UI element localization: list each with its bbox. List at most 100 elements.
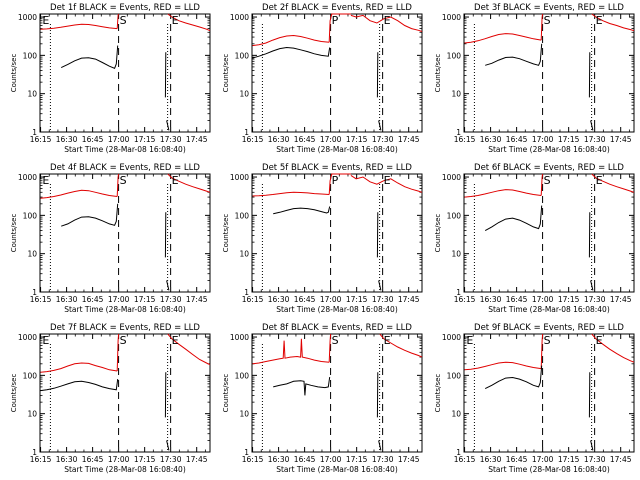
y-tick-label: 1000 bbox=[442, 333, 461, 342]
panel-det-7: Det 7f BLACK = Events, RED = LLD 1 10 100 10… bbox=[10, 323, 211, 474]
plot-frame bbox=[39, 333, 211, 453]
series-lld-line bbox=[116, 173, 120, 197]
panel-det-1: Det 1f BLACK = Events, RED = LLD 1 10 100 10… bbox=[10, 3, 211, 154]
x-tick-label: 16:15 bbox=[454, 295, 476, 304]
series-events-line bbox=[378, 120, 382, 131]
x-tick-label: 17:15 bbox=[346, 135, 368, 144]
x-tick-label: 17:30 bbox=[372, 295, 394, 304]
series-lld-line bbox=[328, 173, 351, 195]
series-events-line bbox=[590, 120, 594, 131]
y-tick-label: 1 bbox=[456, 448, 461, 457]
series-lld-line bbox=[167, 173, 211, 193]
y-tick-label: 1 bbox=[32, 128, 37, 137]
segment-marker-e: E bbox=[172, 14, 179, 27]
y-tick-label: 100 bbox=[23, 211, 38, 220]
y-tick-label: 100 bbox=[235, 211, 250, 220]
segment-marker-e: E bbox=[384, 14, 391, 27]
panel-title: Det 9f BLACK = Events, RED = LLD bbox=[474, 323, 624, 333]
x-tick-label: 16:15 bbox=[30, 135, 52, 144]
x-tick-label: 16:45 bbox=[506, 135, 528, 144]
x-tick-label: 17:00 bbox=[320, 455, 342, 464]
series-lld-line bbox=[167, 333, 211, 366]
x-tick-label: 16:15 bbox=[30, 455, 52, 464]
segment-marker-e: E bbox=[42, 334, 49, 347]
x-tick-label: 17:15 bbox=[558, 295, 580, 304]
x-tick-label: 16:30 bbox=[480, 135, 502, 144]
y-tick-label: 10 bbox=[27, 410, 37, 419]
series-lld-line bbox=[252, 34, 330, 47]
y-axis-label: Counts/sec bbox=[10, 54, 18, 93]
y-tick-label: 100 bbox=[235, 371, 250, 380]
x-tick-label: 17:30 bbox=[584, 455, 606, 464]
x-tick-label: 17:15 bbox=[558, 135, 580, 144]
series-events-line bbox=[378, 280, 382, 291]
series-lld-line bbox=[591, 333, 635, 363]
x-tick-label: 16:15 bbox=[242, 455, 264, 464]
x-tick-label: 16:30 bbox=[268, 455, 290, 464]
y-tick-label: 1 bbox=[32, 288, 37, 297]
x-tick-label: 16:15 bbox=[454, 455, 476, 464]
x-axis-label: Start Time (28-Mar-08 16:08:40) bbox=[488, 465, 610, 474]
x-tick-label: 16:45 bbox=[506, 295, 528, 304]
segment-marker-s: S bbox=[120, 334, 127, 347]
series-events-line bbox=[378, 440, 382, 451]
y-tick-label: 10 bbox=[451, 410, 461, 419]
x-axis-label: Start Time (28-Mar-08 16:08:40) bbox=[488, 145, 610, 154]
segment-marker-e: E bbox=[384, 174, 391, 187]
x-tick-label: 17:00 bbox=[532, 295, 554, 304]
x-axis-label: Start Time (28-Mar-08 16:08:40) bbox=[488, 305, 610, 314]
x-tick-label: 17:15 bbox=[134, 455, 156, 464]
x-tick-label: 16:15 bbox=[454, 135, 476, 144]
panel-det-2: Det 2f BLACK = Events, RED = LLD 1 10 100 10… bbox=[222, 3, 423, 154]
segment-marker-s: S bbox=[120, 174, 127, 187]
series-lld-line bbox=[252, 338, 330, 365]
plot-frame bbox=[39, 13, 211, 133]
x-tick-label: 16:30 bbox=[56, 135, 78, 144]
x-tick-label: 16:45 bbox=[294, 135, 316, 144]
series-events-line bbox=[60, 45, 119, 69]
plot-frame bbox=[251, 13, 423, 133]
y-tick-label: 1 bbox=[244, 288, 249, 297]
series-lld-line bbox=[591, 13, 635, 32]
y-axis-label: Counts/sec bbox=[222, 54, 230, 93]
series-lld-line bbox=[40, 362, 118, 373]
x-tick-label: 17:45 bbox=[610, 455, 632, 464]
y-axis-label: Counts/sec bbox=[434, 214, 442, 253]
panel-det-4: Det 4f BLACK = Events, RED = LLD 1 10 100 10… bbox=[10, 163, 211, 314]
x-tick-label: 16:45 bbox=[82, 455, 104, 464]
y-axis-label: Counts/sec bbox=[10, 214, 18, 253]
series-lld-line bbox=[464, 33, 542, 44]
x-tick-label: 17:30 bbox=[160, 135, 182, 144]
x-tick-label: 16:30 bbox=[56, 455, 78, 464]
y-tick-label: 100 bbox=[235, 51, 250, 60]
plot-frame bbox=[463, 13, 635, 133]
y-axis-label: Counts/sec bbox=[222, 214, 230, 253]
x-axis-label: Start Time (28-Mar-08 16:08:40) bbox=[276, 465, 398, 474]
panel-det-5: Det 5f BLACK = Events, RED = LLD 1 10 100 10… bbox=[222, 163, 423, 314]
series-lld-line bbox=[116, 333, 120, 372]
panel-title: Det 8f BLACK = Events, RED = LLD bbox=[262, 323, 412, 333]
panel-title: Det 6f BLACK = Events, RED = LLD bbox=[474, 163, 624, 173]
y-tick-label: 10 bbox=[451, 90, 461, 99]
segment-marker-e: E bbox=[384, 334, 391, 347]
segment-marker-s: S bbox=[332, 334, 339, 347]
y-tick-label: 1 bbox=[244, 128, 249, 137]
x-tick-label: 16:45 bbox=[82, 295, 104, 304]
panel-title: Det 5f BLACK = Events, RED = LLD bbox=[262, 163, 412, 173]
x-tick-label: 17:30 bbox=[372, 455, 394, 464]
y-tick-label: 1000 bbox=[442, 13, 461, 22]
y-tick-label: 1000 bbox=[18, 173, 37, 182]
x-tick-label: 16:30 bbox=[268, 135, 290, 144]
y-tick-label: 1 bbox=[32, 448, 37, 457]
plot-frame bbox=[251, 333, 423, 453]
plot-frame bbox=[251, 173, 423, 293]
y-tick-label: 100 bbox=[23, 51, 38, 60]
series-events-line bbox=[590, 280, 594, 291]
y-tick-label: 1000 bbox=[18, 333, 37, 342]
x-tick-label: 17:00 bbox=[108, 295, 130, 304]
x-tick-label: 17:30 bbox=[584, 135, 606, 144]
x-tick-label: 17:45 bbox=[398, 455, 420, 464]
segment-marker-p: P bbox=[332, 14, 339, 27]
